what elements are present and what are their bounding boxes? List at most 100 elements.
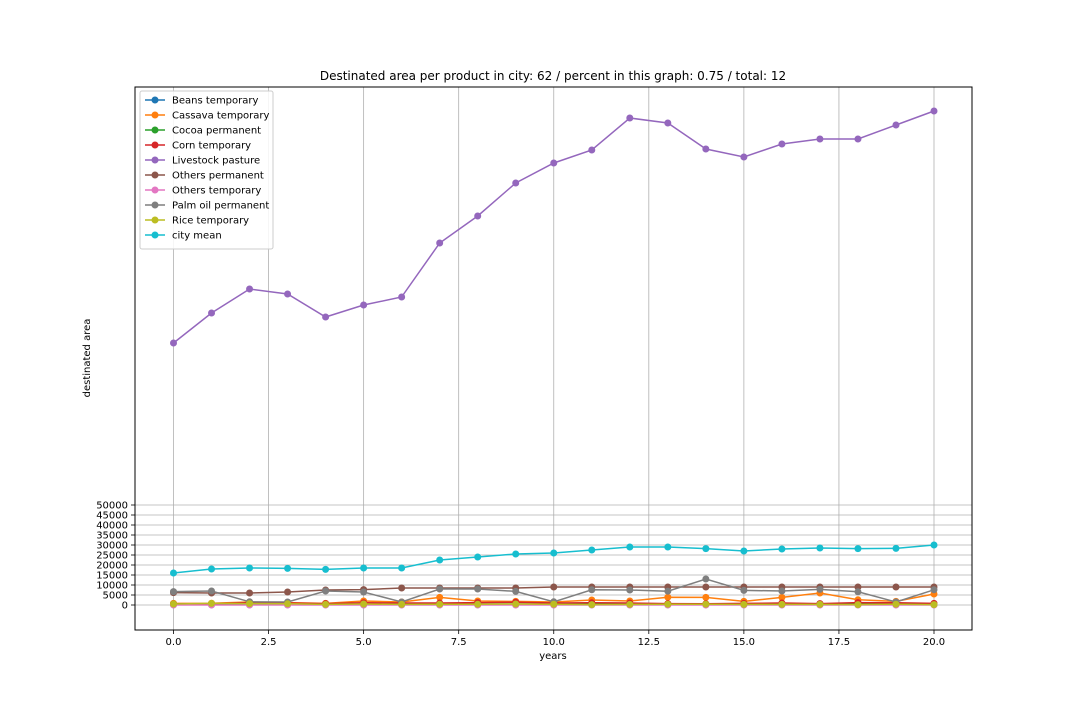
legend-item: Livestock pasture [145,156,260,167]
data-point [816,544,824,552]
legend-item: Palm oil permanent [145,201,269,212]
data-point [892,583,900,591]
x-axis: 0.0 2.5 5.0 7.5 10.0 12.5 15.0 17.5 20.0 [166,630,945,648]
y-tick-label: 10000 [96,581,128,592]
legend-label: Cocoa permanent [172,126,261,137]
data-point [854,601,862,609]
legend-marker [151,141,159,149]
legend-item: city mean [145,231,222,242]
data-point [284,290,292,298]
legend-item: Beans temporary [145,96,258,107]
y-tick-label: 5000 [103,591,128,602]
data-point [474,212,482,220]
x-tick-label: 15.0 [733,637,755,648]
data-point [550,159,558,167]
legend-item: Corn temporary [145,141,251,152]
data-point [246,564,254,572]
data-point [550,600,558,608]
legend-marker [151,186,159,194]
y-tick-label: 30000 [96,541,128,552]
legend-label: Livestock pasture [172,156,260,167]
legend-label: Corn temporary [172,141,251,152]
data-point [436,593,444,601]
legend-label: Others temporary [172,186,261,197]
y-tick-label: 20000 [96,561,128,572]
legend-item: Cassava temporary [145,111,270,122]
data-point [322,565,330,573]
data-point [702,145,710,153]
data-point [550,549,558,557]
data-point [740,547,748,555]
series-livestock-pasture [170,107,938,347]
x-tick-label: 2.5 [261,637,277,648]
legend-label: Beans temporary [172,96,258,107]
data-point [436,585,444,593]
data-point [664,593,672,601]
data-point [170,339,177,347]
data-point [588,586,596,594]
data-point [854,583,862,591]
data-point [284,588,292,596]
legend: Beans temporary Cassava temporary Cocoa pe… [139,90,274,250]
legend-marker [151,171,159,179]
x-tick-label: 10.0 [543,637,565,648]
data-point [892,600,900,608]
data-point [740,153,748,161]
chart-title: Destinated area per product in city: 62 … [320,69,786,83]
series-layer [170,107,938,609]
data-point [778,587,786,595]
y-axis-label: destinated area [82,319,93,398]
data-point [778,593,786,601]
data-point [436,556,444,564]
x-tick-label: 5.0 [356,637,372,648]
legend-box [139,90,274,250]
data-point [930,601,938,609]
y-tick-label: 50000 [96,501,128,512]
data-point [588,601,596,609]
data-point [626,586,634,594]
data-point [246,589,254,597]
data-point [284,564,292,572]
legend-marker [151,216,159,224]
y-axis: 0500010000150002000025000300003500040000… [96,501,135,612]
x-tick-label: 7.5 [451,637,467,648]
data-point [626,543,634,551]
data-point [626,600,634,608]
data-point [664,119,672,127]
data-point [930,541,938,549]
data-point [360,600,368,608]
data-point [854,588,862,596]
data-point [208,565,216,573]
data-point [170,600,177,608]
data-point [588,146,596,154]
series-rice-temporary [170,599,938,609]
legend-label: Cassava temporary [172,111,270,122]
data-point [512,587,520,595]
data-point [816,585,824,593]
data-point [930,107,938,115]
data-point [512,179,520,187]
data-point [170,569,177,577]
data-point [360,301,368,309]
data-point [512,600,520,608]
data-point [664,600,672,608]
data-point [664,587,672,595]
data-point [360,564,368,572]
x-tick-label: 12.5 [638,637,660,648]
x-axis-label: years [539,651,567,662]
data-point [284,600,292,608]
legend-item: Others temporary [145,186,261,197]
legend-item: Rice temporary [145,216,249,227]
legend-marker [151,126,159,134]
data-point [892,544,900,552]
legend-label: Others permanent [172,171,264,182]
data-point [664,543,672,551]
data-point [702,575,710,583]
data-point [512,550,520,558]
data-point [702,545,710,553]
data-point [436,600,444,608]
data-point [208,599,216,607]
data-point [626,114,634,122]
data-point [436,239,444,247]
